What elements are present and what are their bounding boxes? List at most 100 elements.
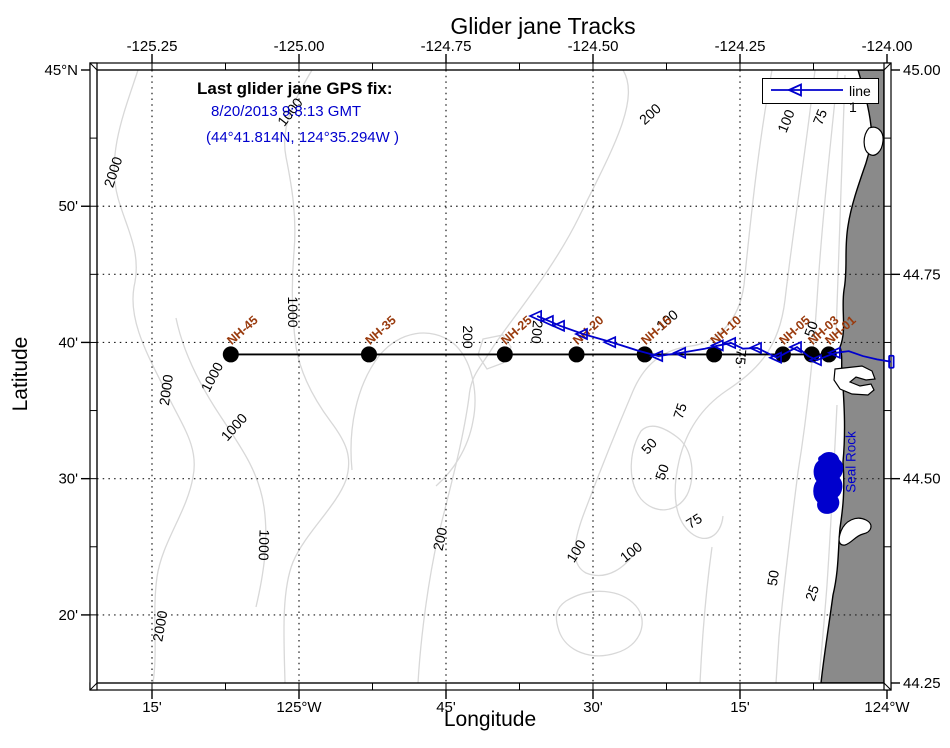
contour-label: 1000 [218,410,251,444]
track-triangle-marker [807,353,822,367]
chart-title: Glider jane Tracks [450,13,636,39]
contour-1000m [175,317,267,608]
glider-track [528,309,895,369]
legend-left-triangle-icon [786,83,802,97]
contour-label: 2000 [100,154,125,189]
contour-100m [574,69,773,577]
contour-label: 200 [460,325,476,349]
track-triangle-marker [528,309,542,323]
frame-band [89,62,892,71]
contour-50m [775,69,839,684]
contour-label: 75 [810,107,831,128]
contour-200m [417,69,630,684]
station-dot [706,346,723,363]
contour-label: 50 [638,435,660,457]
track-triangle-marker [787,340,802,354]
track-triangle-marker [672,346,687,360]
track-triangle-marker [709,339,724,352]
track-triangle-marker [551,319,565,333]
contour-label: 50 [801,319,821,339]
track-triangle-marker [539,314,554,328]
contour-label: 1000 [198,359,227,394]
map-text-labels: Seal Rock [844,431,859,493]
station-dot [222,346,239,363]
tick-label-left: 50' [58,198,78,215]
tick-label-top: -124.75 [421,38,472,55]
track-triangle-marker [767,351,782,365]
alsea-bay-inlet [838,517,872,546]
tick-label-right: 44.25 [903,675,941,692]
contour-25m [818,74,846,681]
station-dot [568,346,585,363]
legend-entry-label: line 1 [849,83,871,115]
contour-75m [674,69,816,539]
contour-label: 100 [563,537,589,565]
legend-box: line 1 [762,78,879,115]
contour-label: 50 [764,569,782,587]
contour-label: 25 [802,583,822,603]
contour-label: 50 [652,462,672,482]
contour-label: 200 [636,100,664,128]
contour-75m [699,546,713,684]
station-dot [496,346,513,363]
contour-label: 2000 [156,373,176,406]
tick-label-bottom: 124°W [864,699,910,716]
tick-label-left: 20' [58,607,78,624]
track-end-marker [888,354,895,369]
station-dot [360,346,377,363]
contour-label: 2000 [149,609,170,643]
track-triangle-marker [602,335,617,349]
x-axis-label: Longitude [443,708,537,731]
frame-band [89,682,892,691]
bathymetry-contours [113,69,846,684]
contour-label: 1000 [256,529,273,561]
tick-label-bottom: 15' [142,699,162,716]
plot-border [96,69,885,684]
grid-lines [97,70,884,683]
tick-label-top: -125.25 [127,38,178,55]
frame-corner-miter [89,62,98,71]
contour-1000m [350,332,476,487]
contour-label: 75 [683,510,705,532]
track-triangle-marker [649,349,664,363]
frame-corner-miter [883,682,892,691]
track-triangle-marker [747,341,762,355]
yaquina-bay-inlet [833,365,876,396]
coastline-land [820,69,885,684]
contour-50m [630,425,693,511]
tick-label-bottom: 30' [583,699,603,716]
legend-marker [771,83,843,97]
track-triangle-marker [573,327,588,341]
contour-label: 200 [528,320,546,345]
axis-tick-labels: -125.25 -125.00 -124.75 -124.50 -124.25 -124.… [44,38,940,716]
frame-corner-miter [883,62,892,71]
tick-label-left: 30' [58,471,78,488]
seal-rock-label: Seal Rock [844,431,859,493]
contour-label: 100 [617,538,645,565]
tick-label-top: -124.50 [568,38,619,55]
frame-band [89,62,98,691]
contour-labels: 2000 1000 200 100 75 1000 2000 1000 1000 200 200 10… [100,95,830,643]
tick-label-top: -124.00 [862,38,913,55]
tick-label-bottom: 45' [436,699,456,716]
tick-label-left: 40' [58,334,78,351]
contour-label: 1000 [285,296,301,327]
tick-label-right: 45.00 [903,62,941,79]
contour-100m [555,590,643,657]
tick-label-bottom: 125°W [276,699,322,716]
tick-label-top: -125.00 [274,38,325,55]
track-triangle-marker [722,336,737,350]
gps-fix-time: 8/20/2013 9:8:13 GMT [211,103,362,120]
contour-label: 200 [430,526,451,552]
contour-1000m [283,69,350,684]
tick-label-top: -124.25 [715,38,766,55]
gps-fix-position: (44°41.814N, 124°35.294W ) [206,129,399,146]
contour-label: 75 [732,349,749,366]
tick-label-right: 44.50 [903,471,941,488]
track-triangle-marker [826,346,841,360]
y-axis-label: Latitude [9,336,32,412]
gps-fix-heading: Last glider jane GPS fix: [197,79,393,98]
estuary-inlet [863,126,884,156]
